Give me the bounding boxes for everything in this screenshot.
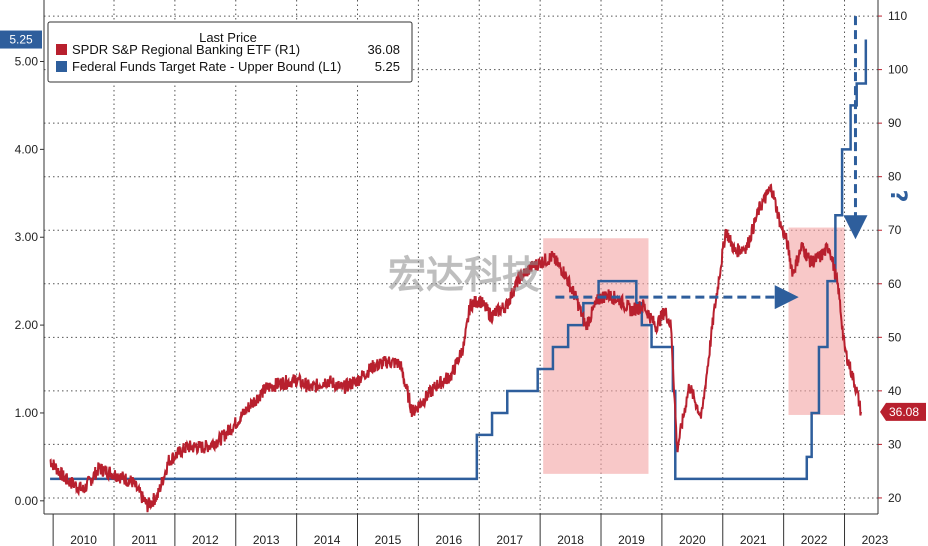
y-left-tick-label: 0.00 [15, 494, 39, 508]
x-tick-label: 2022 [801, 533, 828, 546]
axes [40, 0, 882, 546]
last-value-badges: 5.25 36.08 [0, 30, 926, 421]
legend-entry-name: SPDR S&P Regional Banking ETF (R1) [72, 42, 300, 57]
x-tick-label: 2012 [192, 533, 219, 546]
left-last-value-badge [0, 30, 42, 49]
y-right-tick-label: 20 [888, 491, 902, 505]
question-mark: ? [885, 190, 910, 203]
y-left-tick-label: 5.00 [15, 55, 39, 69]
x-tick-label: 2011 [132, 533, 158, 546]
right-last-value-badge [880, 402, 926, 421]
legend-entry-name: Federal Funds Target Rate - Upper Bound … [72, 59, 341, 74]
left-last-value-text: 5.25 [9, 33, 33, 47]
y-right-tick-label: 40 [888, 384, 902, 398]
x-tick-label: 2017 [496, 533, 523, 546]
legend-title: Last Price [199, 30, 257, 45]
y-left-tick-label: 4.00 [15, 142, 39, 156]
x-tick-label: 2019 [618, 533, 645, 546]
tick-labels: 2010 2011 2012 2013 2014 2015 2016 2017 2018 2019… [15, 9, 909, 546]
x-tick-label: 2015 [375, 533, 402, 546]
shaded-regions [543, 227, 845, 474]
x-tick-label: 2023 [862, 533, 889, 546]
x-tick-label: 2014 [314, 533, 341, 546]
y-right-tick-label: 110 [888, 9, 907, 23]
legend-box [47, 21, 413, 83]
x-tick-label: 2021 [740, 533, 767, 546]
x-tick-label: 2018 [557, 533, 584, 546]
legend-swatch [56, 44, 67, 55]
y-right-tick-label: 70 [888, 223, 902, 237]
right-last-value-text: 36.08 [889, 405, 919, 419]
shaded-region [543, 238, 649, 474]
series-fed-funds-line [50, 39, 868, 481]
legend-entry-value: 36.08 [367, 42, 400, 57]
legend-entry-value: 5.25 [375, 59, 400, 74]
x-tick-label: 2020 [679, 533, 706, 546]
annotations: ? 宏达科技 [388, 16, 910, 310]
x-tick-label: 2010 [70, 533, 97, 546]
y-right-tick-label: 80 [888, 170, 902, 184]
x-tick-label: 2013 [253, 533, 280, 546]
series [49, 39, 868, 513]
y-right-tick-label: 90 [888, 116, 902, 130]
watermark: 宏达科技 [388, 253, 540, 297]
legend-swatch [56, 61, 67, 72]
y-left-tick-label: 3.00 [15, 230, 39, 244]
y-right-tick-label: 100 [888, 63, 908, 77]
x-tick-label: 2016 [435, 533, 462, 546]
series-regional-banks-line [49, 183, 862, 513]
y-left-tick-label: 1.00 [15, 406, 39, 420]
y-right-tick-label: 50 [888, 330, 902, 344]
y-right-tick-label: 60 [888, 277, 902, 291]
y-left-tick-label: 2.00 [15, 318, 39, 332]
y-right-tick-label: 30 [888, 437, 902, 451]
